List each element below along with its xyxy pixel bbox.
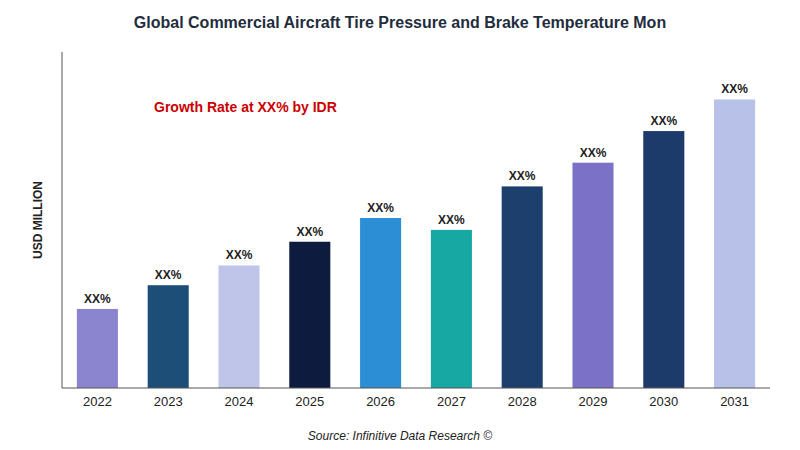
y-axis-line [62, 52, 63, 388]
x-tick-label: 2025 [295, 394, 324, 409]
bar [360, 218, 401, 388]
data-label: XX% [155, 268, 182, 282]
x-tick-label: 2028 [508, 394, 537, 409]
x-tick-label: 2029 [579, 394, 608, 409]
bar [502, 186, 543, 388]
data-label: XX% [438, 213, 465, 227]
data-label: XX% [226, 248, 253, 262]
chart: Global Commercial Aircraft Tire Pressure… [0, 0, 800, 450]
data-label: XX% [509, 169, 536, 183]
x-tick-label: 2024 [225, 394, 254, 409]
data-label: XX% [367, 201, 394, 215]
bar [218, 265, 259, 388]
y-label: USD MILLION [31, 181, 45, 259]
x-tick-label: 2022 [83, 394, 112, 409]
bar [77, 309, 118, 388]
annotation: Growth Rate at XX% by IDR [154, 99, 337, 115]
bar [148, 285, 189, 388]
bars [77, 99, 755, 388]
bar [714, 99, 755, 388]
x-tick-label: 2023 [154, 394, 183, 409]
title: Global Commercial Aircraft Tire Pressure… [134, 14, 666, 31]
x-tick-label: 2027 [437, 394, 466, 409]
data-label: XX% [650, 114, 677, 128]
x-tick-label: 2026 [366, 394, 395, 409]
bar [289, 242, 330, 388]
data-label: XX% [580, 146, 607, 160]
data-label: XX% [296, 225, 323, 239]
x-tick-label: 2030 [649, 394, 678, 409]
data-label: XX% [84, 292, 111, 306]
x-tick-label: 2031 [720, 394, 749, 409]
x-axis-line [62, 388, 770, 389]
bar [572, 163, 613, 388]
bar [643, 131, 684, 388]
source: Source: Infinitive Data Research © [308, 429, 492, 443]
data-label: XX% [721, 82, 748, 96]
bar [431, 230, 472, 388]
